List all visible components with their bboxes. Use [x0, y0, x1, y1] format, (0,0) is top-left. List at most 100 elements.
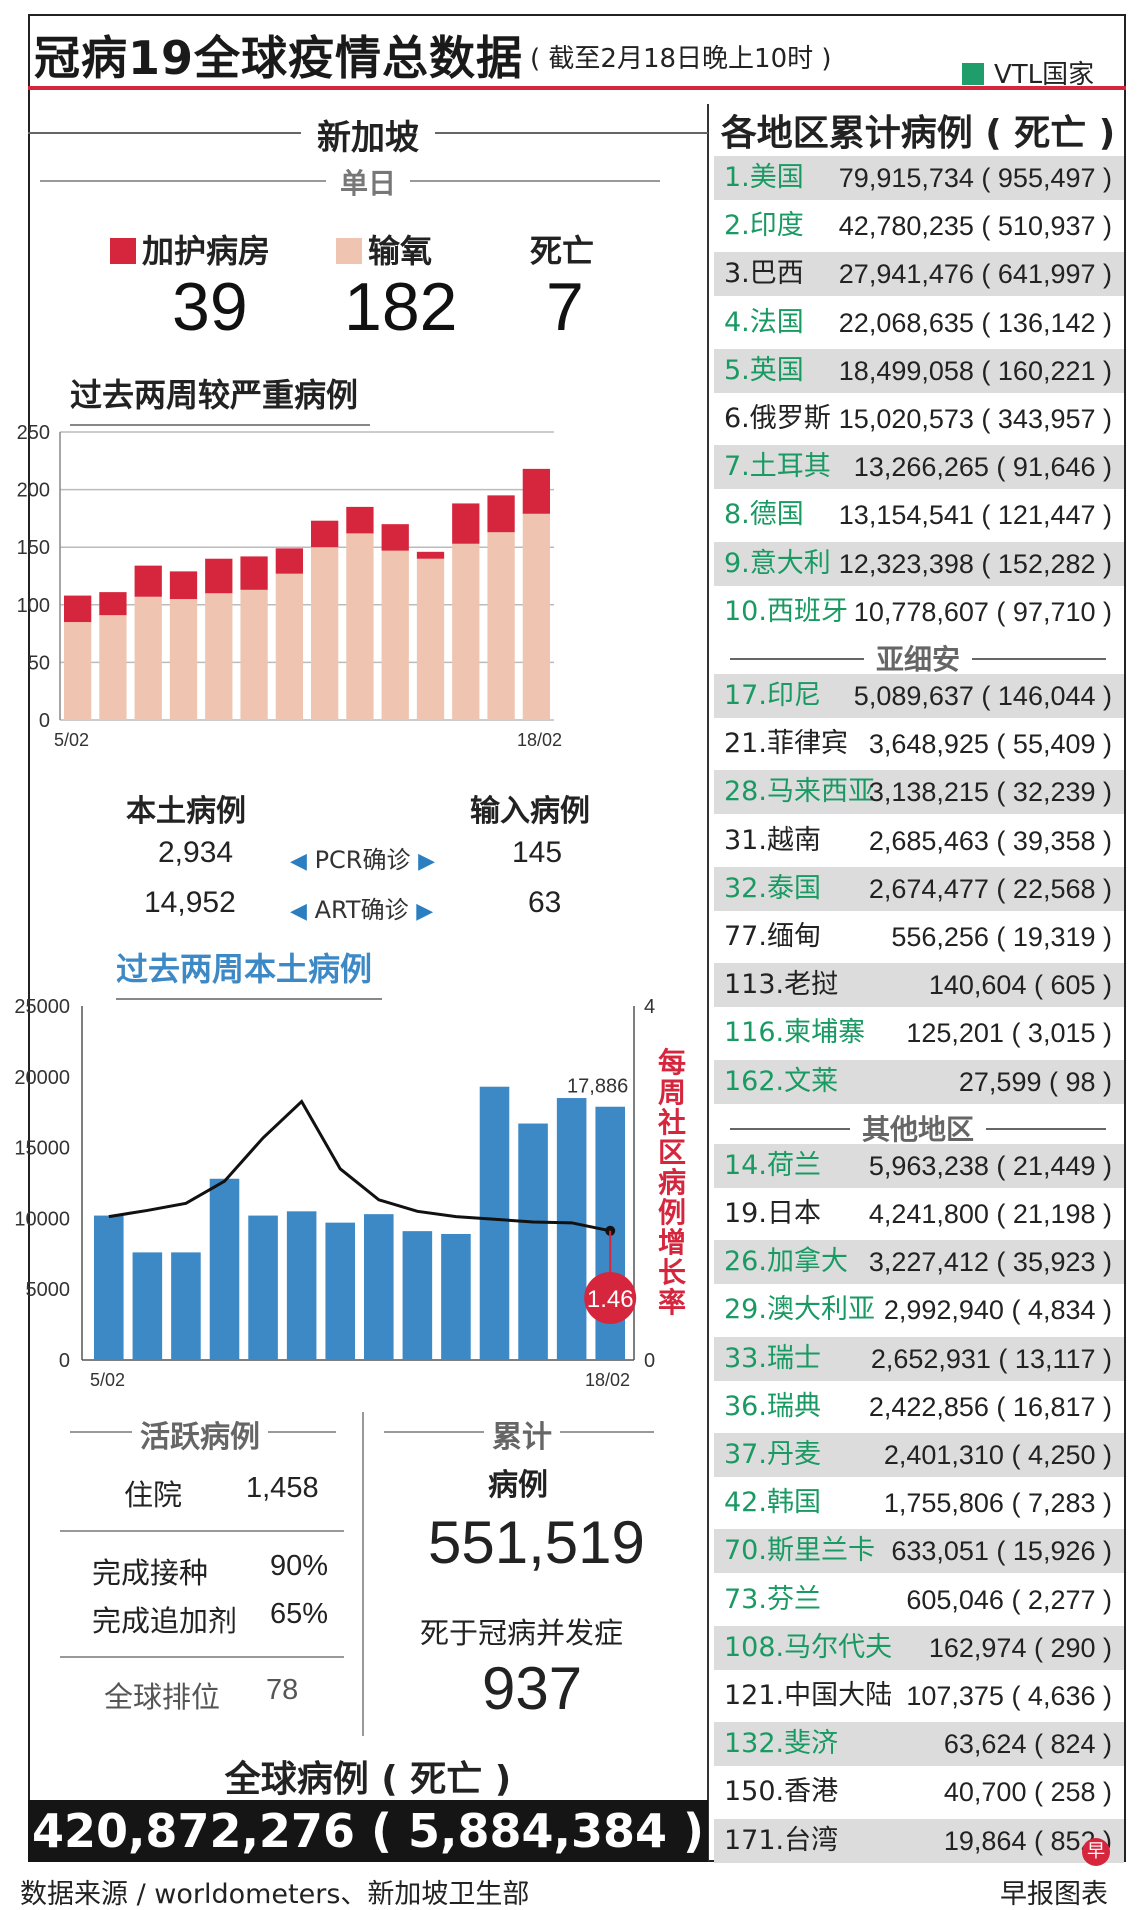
region-value: 27,941,476 ( 641,997 )	[838, 259, 1112, 290]
region-name: 121.中国大陆	[724, 1680, 893, 1711]
region-value: 556,256 ( 19,319 )	[891, 922, 1112, 952]
art-label: ◀ ART确诊 ▶	[290, 890, 433, 925]
regions-panel: 各地区累计病例 ( 死亡 ) 1.美国 79,915,734 ( 955,497 …	[710, 104, 1126, 1863]
region-value: 2,685,463 ( 39,358 )	[868, 825, 1112, 856]
page-title: 冠病19全球疫情总数据	[34, 31, 524, 85]
header-rule	[28, 86, 1126, 90]
region-name: 31.越南	[724, 824, 821, 856]
global-value: 420,872,276 ( 5,884,384 )	[28, 1800, 708, 1862]
oxygen-bar	[205, 593, 233, 720]
death-label: 死亡	[530, 232, 595, 270]
global-label: 全球病例 ( 死亡 )	[224, 1759, 512, 1800]
region-group-label: 其他地区	[849, 1112, 986, 1146]
region-row: 108.马尔代夫 162,974 ( 290 )	[714, 1625, 1124, 1670]
region-name: 10.西班牙	[724, 595, 848, 627]
daily-title: 单日	[28, 162, 708, 202]
region-group-header: 其他地区	[710, 1108, 1126, 1148]
region-value: 13,154,541 ( 121,447 )	[838, 500, 1112, 531]
vacc-label: 完成接种	[92, 1556, 209, 1590]
hosp-label: 住院	[124, 1478, 183, 1512]
region-value: 13,266,265 ( 91,646 )	[853, 452, 1112, 483]
region-name: 21.菲律宾	[724, 728, 848, 760]
region-name: 73.芬兰	[724, 1583, 821, 1615]
region-row: 1.美国 79,915,734 ( 955,497 )	[714, 156, 1124, 200]
region-name: 28.马来西亚	[724, 776, 875, 808]
region-group-label: 亚细安	[863, 643, 972, 676]
oxygen-label: 输氧	[336, 226, 432, 272]
page-subtitle: ( 截至2月18日晚上10时 )	[530, 44, 832, 74]
y-tick-label: 20000	[14, 1067, 70, 1089]
art-local-value: 14,952	[144, 886, 236, 919]
region-name: 4.法国	[724, 306, 804, 338]
region-value: 27,599 ( 98 )	[958, 1066, 1112, 1097]
booster-label: 完成追加剂	[92, 1604, 238, 1638]
region-row: 37.丹麦 2,401,310 ( 4,250 )	[714, 1433, 1124, 1477]
icu-bar	[452, 503, 480, 544]
region-name: 36.瑞典	[724, 1390, 821, 1422]
y-tick-label: 25000	[14, 996, 70, 1018]
region-name: 171.台湾	[724, 1824, 839, 1856]
region-row: 32.泰国 2,674,477 ( 22,568 )	[714, 866, 1124, 911]
region-row: 21.菲律宾 3,648,925 ( 55,409 )	[714, 722, 1124, 766]
region-row: 9.意大利 12,323,398 ( 152,282 )	[714, 541, 1124, 586]
cumulative-title: 累计	[484, 1412, 560, 1456]
daily-title-text: 单日	[325, 167, 410, 200]
region-name: 70.斯里兰卡	[724, 1535, 875, 1567]
region-row: 17.印尼 5,089,637 ( 146,044 )	[714, 674, 1124, 718]
region-value: 10,778,607 ( 97,710 )	[853, 596, 1112, 627]
oxygen-bar	[134, 596, 162, 720]
left-arrow-icon: ◀	[290, 849, 307, 874]
oxygen-bar	[64, 622, 92, 720]
x-tick-end: 18/02	[585, 1370, 630, 1390]
right-arrow-icon: ▶	[416, 899, 434, 924]
icu-bar	[64, 595, 92, 623]
region-name: 9.意大利	[724, 547, 831, 579]
local-case-bar	[402, 1231, 433, 1360]
singapore-title: 新加坡	[28, 110, 708, 159]
oxygen-bar	[311, 547, 339, 720]
region-name: 1.美国	[724, 162, 804, 193]
icu-bar	[522, 468, 550, 514]
y-tick-label: 200	[17, 480, 50, 502]
oxygen-swatch	[336, 238, 362, 264]
left-arrow-icon: ◀	[290, 899, 307, 924]
region-name: 42.韩国	[724, 1487, 821, 1519]
region-row: 2.印度 42,780,235 ( 510,937 )	[714, 204, 1124, 248]
region-row: 121.中国大陆 107,375 ( 4,636 )	[714, 1674, 1124, 1718]
oxygen-bar	[99, 615, 127, 720]
region-row: 162.文莱 27,599 ( 98 )	[714, 1059, 1124, 1104]
region-value: 18,499,058 ( 160,221 )	[838, 355, 1112, 386]
booster-value: 65%	[270, 1598, 329, 1630]
oxygen-bar	[416, 558, 445, 720]
region-row: 31.越南 2,685,463 ( 39,358 )	[714, 819, 1124, 863]
icu-label-text: 加护病房	[142, 232, 271, 270]
region-row: 36.瑞典 2,422,856 ( 16,817 )	[714, 1385, 1124, 1429]
severe-chart: 250 200 150 100 50 05/02 18/02	[17, 422, 562, 750]
region-row: 19.日本 4,241,800 ( 21,198 )	[714, 1192, 1124, 1236]
y-tick-label: 250	[17, 422, 50, 444]
region-name: 113.老挝	[724, 969, 839, 1001]
region-row: 33.瑞士 2,652,931 ( 13,117 )	[714, 1336, 1124, 1381]
region-name: 17.印尼	[724, 680, 821, 711]
oxygen-label-text: 输氧	[368, 232, 433, 270]
imported-cases-label: 输入病例	[470, 794, 590, 829]
region-row: 8.德国 13,154,541 ( 121,447 )	[714, 493, 1124, 537]
region-row: 116.柬埔寨 125,201 ( 3,015 )	[714, 1011, 1124, 1055]
hosp-value: 1,458	[246, 1472, 319, 1504]
y-tick-label: 0	[39, 710, 50, 732]
pcr-imported-value: 145	[512, 836, 563, 869]
column-divider	[707, 104, 709, 1862]
y-tick-label: 0	[59, 1350, 70, 1372]
icu-bar	[205, 558, 233, 594]
region-row: 150.香港 40,700 ( 258 )	[714, 1770, 1124, 1814]
oxygen-value: 182	[344, 269, 458, 345]
region-row: 7.土耳其 13,266,265 ( 91,646 )	[714, 445, 1124, 490]
vtl-legend: VTL国家	[962, 54, 1094, 91]
severe-chart-title: 过去两周较严重病例	[70, 370, 370, 426]
y-tick-label: 10000	[14, 1208, 70, 1230]
oxygen-bar	[169, 599, 198, 720]
rank-value: 78	[266, 1674, 299, 1706]
active-divider-1	[60, 1530, 344, 1532]
region-value: 5,963,238 ( 21,449 )	[868, 1150, 1112, 1181]
region-name: 7.土耳其	[724, 451, 831, 483]
